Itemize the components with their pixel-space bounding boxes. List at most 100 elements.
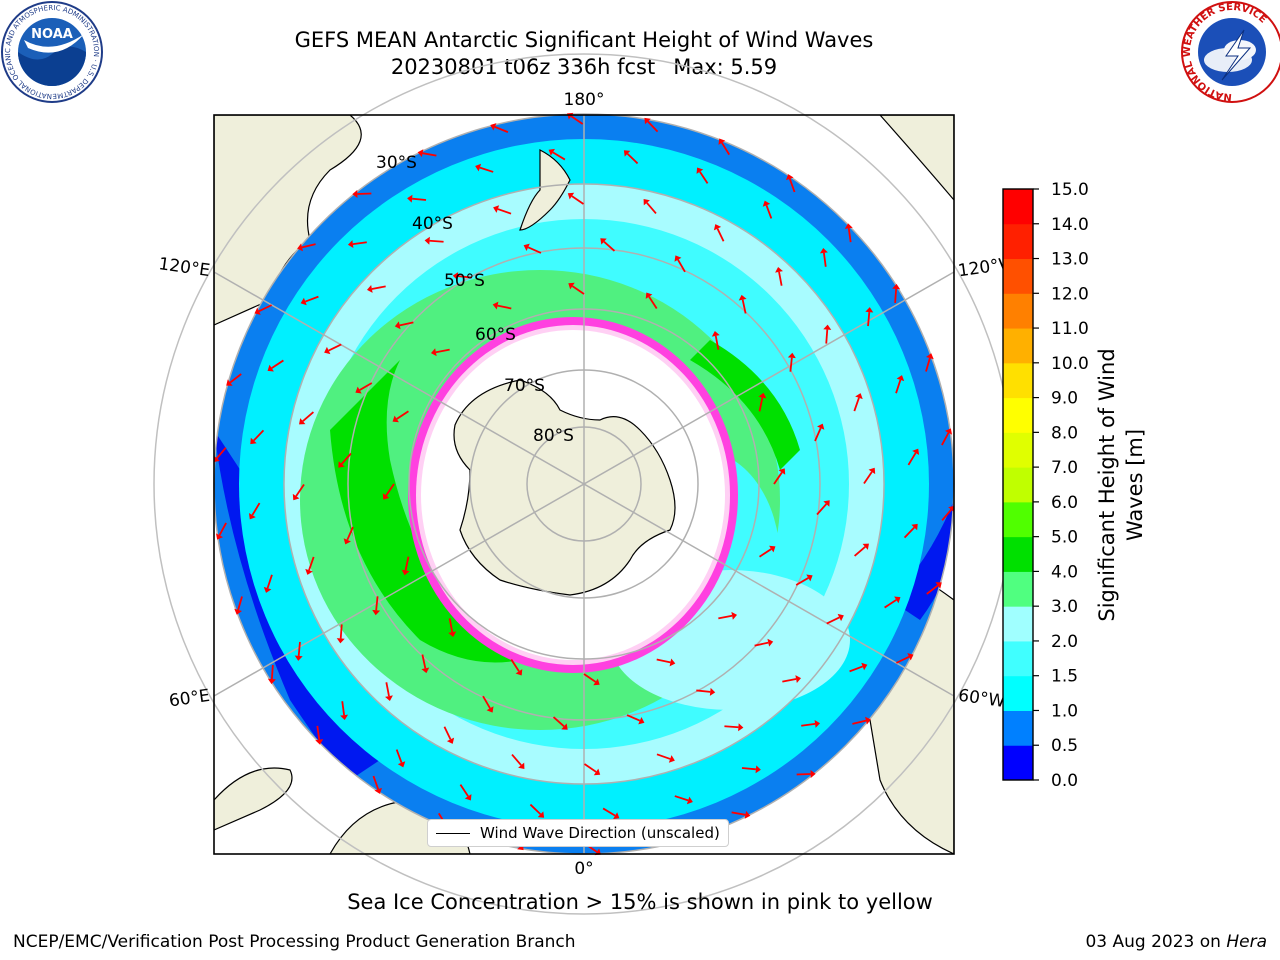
wind-arrow-head bbox=[263, 586, 272, 593]
wind-arrow-head bbox=[297, 243, 303, 252]
wind-arrow-head bbox=[819, 247, 828, 254]
lat-label-70s: 70°S bbox=[504, 376, 545, 396]
wind-arrow-head bbox=[305, 568, 313, 575]
wind-arrow-head bbox=[486, 706, 494, 713]
map-title: GEFS MEAN Antarctic Significant Height o… bbox=[294, 28, 874, 52]
wind-arrow-shaft bbox=[724, 725, 739, 729]
wind-arrow-head bbox=[493, 205, 500, 213]
wind-arrow-shaft bbox=[741, 767, 756, 771]
colorbar-segment bbox=[1003, 293, 1033, 329]
wind-arrow-head bbox=[424, 236, 430, 245]
wind-arrow-head bbox=[561, 723, 568, 730]
wind-arrow-head bbox=[294, 655, 303, 661]
machine-name: Hera bbox=[1226, 932, 1267, 952]
wind-arrow-shaft bbox=[404, 556, 410, 571]
lon-label-60w: 60°W bbox=[957, 686, 1006, 712]
wind-arrow-head bbox=[324, 346, 331, 355]
wind-arrow-shaft bbox=[270, 665, 274, 680]
wind-arrow-head bbox=[366, 285, 373, 293]
wind-arrow-head bbox=[336, 638, 345, 644]
wind-arrow-shaft bbox=[826, 616, 840, 625]
wind-arrow-shaft bbox=[656, 658, 671, 664]
wind-arrow-shaft bbox=[699, 171, 709, 184]
wind-arrow-head bbox=[817, 423, 825, 430]
wind-arrow-head bbox=[392, 415, 399, 423]
wind-arrow-head bbox=[738, 294, 747, 301]
colorbar-tick-label: 9.0 bbox=[1051, 389, 1078, 409]
wind-arrow-shaft bbox=[302, 411, 314, 422]
wind-arrow-head bbox=[911, 523, 918, 531]
wind-arrow-head bbox=[385, 695, 393, 702]
colorbar-segment bbox=[1003, 397, 1033, 433]
colorbar-tick-label: 3.0 bbox=[1051, 597, 1078, 617]
run-date: 03 Aug 2023 on Hera bbox=[1085, 932, 1267, 952]
wind-arrow-shaft bbox=[853, 397, 860, 412]
wind-arrow-shaft bbox=[457, 275, 472, 279]
wind-arrow-head bbox=[645, 292, 653, 299]
colorbar-tick-label: 15.0 bbox=[1051, 180, 1089, 200]
wind-arrow-head bbox=[718, 138, 726, 145]
wind-arrow-shaft bbox=[714, 335, 720, 350]
wind-arrow-head bbox=[862, 543, 869, 550]
noaa-logo-text: NOAA bbox=[31, 27, 73, 42]
wind-arrow-shaft bbox=[903, 526, 915, 539]
wind-arrow-head bbox=[926, 353, 934, 360]
colorbar-segment bbox=[1003, 189, 1033, 225]
run-date-text: 03 Aug 2023 on bbox=[1085, 932, 1221, 952]
colorbar-tick-label: 13.0 bbox=[1051, 250, 1089, 270]
wind-arrow-head bbox=[787, 352, 796, 359]
colorbar-segment bbox=[1003, 223, 1033, 260]
wind-arrow-shaft bbox=[926, 584, 939, 595]
wind-arrow-shaft bbox=[731, 811, 746, 816]
colorbar-tick-label: 0.0 bbox=[1051, 771, 1078, 791]
wind-arrow-shaft bbox=[385, 483, 395, 497]
lat-label-80s: 80°S bbox=[533, 426, 574, 446]
wind-arrow-shaft bbox=[479, 166, 494, 173]
wind-arrow-head bbox=[713, 224, 722, 231]
wind-arrow-head bbox=[786, 174, 794, 181]
wind-arrow-shaft bbox=[758, 397, 764, 412]
wind-arrow-shaft bbox=[773, 471, 783, 485]
lon-label-0: 0° bbox=[574, 859, 593, 879]
wind-arrow-shaft bbox=[297, 641, 301, 656]
wind-arrow-head bbox=[300, 297, 307, 306]
nws-logo-icon: NATIONAL WEATHER SERVICE bbox=[1181, 1, 1280, 103]
wind-arrow-shaft bbox=[583, 673, 597, 683]
colorbar-tick-label: 1.0 bbox=[1051, 701, 1078, 721]
wind-arrow-shaft bbox=[647, 120, 659, 133]
wind-arrow-shaft bbox=[527, 246, 542, 254]
wind-arrow-head bbox=[567, 192, 575, 200]
wind-arrow-shaft bbox=[583, 763, 597, 773]
wind-arrow-head bbox=[644, 117, 651, 125]
wind-arrow-shaft bbox=[696, 689, 711, 693]
wind-arrow-shaft bbox=[823, 252, 827, 267]
colorbar-label: Significant Height of Wind Waves [m] bbox=[1095, 348, 1147, 621]
wind-arrow-head bbox=[250, 437, 257, 445]
colorbar-tick-label: 7.0 bbox=[1051, 458, 1078, 478]
wind-arrow-shaft bbox=[218, 522, 227, 536]
colorbar-frame bbox=[1002, 188, 1034, 781]
wind-arrow-head bbox=[669, 658, 676, 667]
wind-arrow-shaft bbox=[429, 239, 444, 243]
wind-arrow-head bbox=[518, 762, 525, 769]
wind-arrow-shaft bbox=[448, 618, 454, 633]
wind-arrow-head bbox=[795, 675, 802, 683]
legend-label: Wind Wave Direction (unscaled) bbox=[480, 824, 720, 842]
wind-arrow-head bbox=[355, 386, 362, 394]
wind-arrow-head bbox=[523, 243, 530, 251]
wind-arrow-shaft bbox=[852, 719, 867, 725]
wind-arrow-shaft bbox=[412, 197, 427, 201]
wind-arrow-shaft bbox=[295, 483, 305, 497]
wind-arrow-head bbox=[492, 301, 499, 310]
lat-label-30s: 30°S bbox=[376, 153, 417, 173]
wind-arrow-shaft bbox=[305, 295, 319, 303]
wind-arrow-shaft bbox=[435, 348, 450, 354]
colorbar-segment bbox=[1003, 467, 1033, 503]
wind-arrow-head bbox=[537, 811, 545, 818]
wind-arrow-shaft bbox=[258, 304, 272, 313]
wind-arrow-head bbox=[755, 765, 761, 774]
legend-line-icon bbox=[436, 832, 470, 834]
wind-arrow-shaft bbox=[884, 599, 897, 609]
wind-arrow-shaft bbox=[788, 178, 796, 193]
wind-arrow-shaft bbox=[603, 240, 616, 252]
